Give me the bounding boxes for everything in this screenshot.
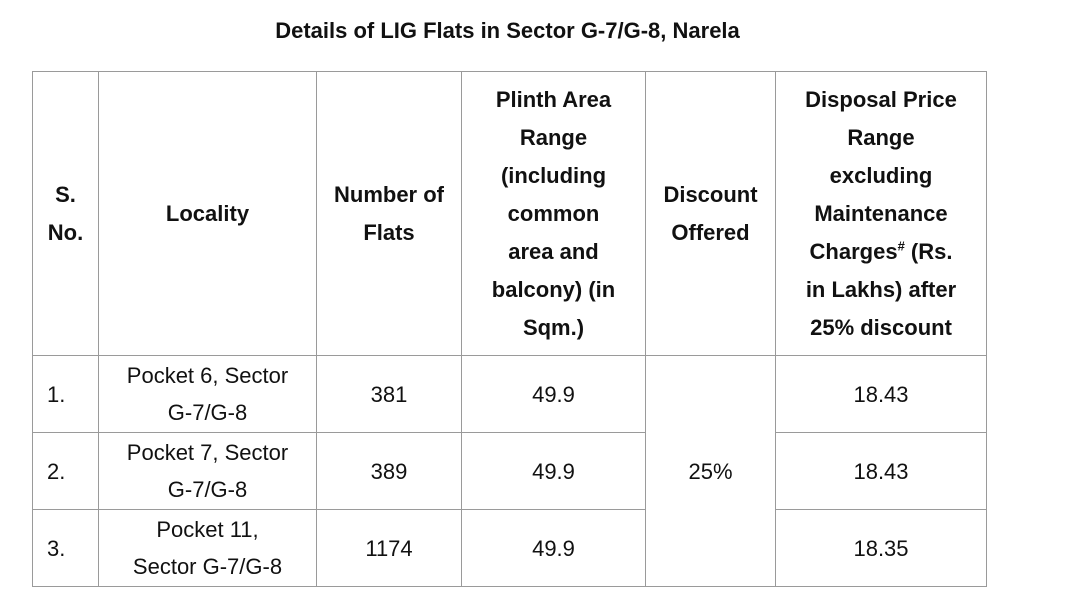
- cell-flats: 389: [316, 432, 462, 510]
- cell-locality: Pocket 6, Sector G-7/G-8: [98, 355, 317, 433]
- cell-sno: 1.: [32, 355, 99, 433]
- cell-sno: 3.: [32, 509, 99, 587]
- header-locality: Locality: [98, 71, 317, 356]
- cell-plinth: 49.9: [461, 355, 646, 433]
- cell-discount: 25%: [645, 355, 776, 587]
- cell-flats: 381: [316, 355, 462, 433]
- cell-price: 18.43: [775, 355, 987, 433]
- cell-price: 18.43: [775, 432, 987, 510]
- page-title: Details of LIG Flats in Sector G-7/G-8, …: [275, 18, 740, 43]
- table-row: 1. Pocket 6, Sector G-7/G-8 381 49.9 25%…: [32, 355, 987, 587]
- cell-flats: 1174: [316, 509, 462, 587]
- header-sno: S. No.: [32, 71, 99, 356]
- cell-plinth: 49.9: [461, 432, 646, 510]
- header-number-of-flats: Number of Flats: [316, 71, 462, 356]
- cell-sno: 2.: [32, 432, 99, 510]
- header-discount: Discount Offered: [645, 71, 776, 356]
- header-plinth-area: Plinth Area Range (including common area…: [461, 71, 646, 356]
- table-row: 3. Pocket 11, Sector G-7/G-8 1174 49.9 1…: [32, 509, 987, 587]
- cell-locality: Pocket 7, Sector G-7/G-8: [98, 432, 317, 510]
- table-header-row: S. No. Locality Number of Flats Plinth A…: [32, 71, 987, 356]
- flats-table: S. No. Locality Number of Flats Plinth A…: [32, 71, 987, 587]
- table-row: 2. Pocket 7, Sector G-7/G-8 389 49.9 18.…: [32, 432, 987, 510]
- cell-price: 18.35: [775, 509, 987, 587]
- header-disposal-price: Disposal Price Range excluding Maintenan…: [775, 71, 987, 356]
- cell-locality: Pocket 11, Sector G-7/G-8: [98, 509, 317, 587]
- cell-plinth: 49.9: [461, 509, 646, 587]
